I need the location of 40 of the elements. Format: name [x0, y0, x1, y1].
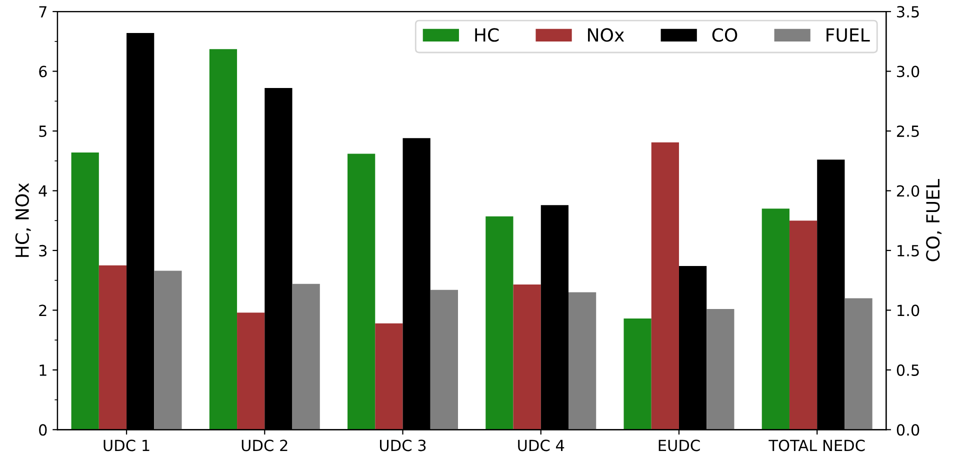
legend-label: FUEL: [826, 28, 870, 42]
y-tick-label: 1: [40, 364, 46, 376]
legend-label: CO: [712, 28, 738, 42]
y2-tick-label: 2.5: [896, 125, 919, 138]
y-tick-label: 0: [39, 424, 47, 436]
y2-tick-label: 3.0: [897, 66, 920, 78]
bar: [624, 318, 652, 430]
bar: [568, 292, 596, 430]
x-tick-label: UDC 3: [380, 440, 426, 452]
bar: [706, 309, 734, 430]
y2-tick-label: 0.5: [896, 364, 919, 376]
bar: [762, 208, 790, 430]
bar: [348, 154, 376, 430]
y-tick-label: 2: [39, 304, 46, 316]
y2-tick-label: 2.0: [896, 185, 920, 197]
bar: [430, 290, 458, 430]
y-tick-label: 5: [39, 126, 46, 138]
x-tick-label: UDC 4: [518, 440, 564, 452]
legend-label: NOx: [588, 28, 624, 42]
y-tick-label: 3: [39, 244, 47, 256]
bar: [292, 284, 320, 430]
bar: [154, 270, 182, 430]
bar: [844, 298, 872, 430]
y2-tick-label: 1.0: [898, 304, 920, 316]
y2-axis-title: CO, FUEL: [926, 179, 942, 262]
bar: [486, 216, 514, 430]
x-tick-label: UDC 2: [242, 440, 288, 452]
bar: [209, 49, 238, 430]
y2-tick-label: 1.5: [898, 245, 919, 256]
x-tick-label: UDC 1: [104, 440, 150, 452]
legend-label: HC: [475, 28, 499, 42]
bar: [71, 152, 99, 430]
y-tick-label: 7: [39, 6, 46, 18]
y2-tick-label: 3.5: [897, 6, 919, 18]
y-axis-title: HC, NOx: [15, 183, 31, 257]
x-tick-label: EUDC: [658, 440, 700, 452]
x-tick-label: TOTAL NEDC: [768, 440, 865, 452]
y-tick-label: 6: [39, 66, 47, 78]
y-tick-label: 4: [38, 185, 47, 197]
y2-tick-label: 0.0: [896, 424, 920, 436]
